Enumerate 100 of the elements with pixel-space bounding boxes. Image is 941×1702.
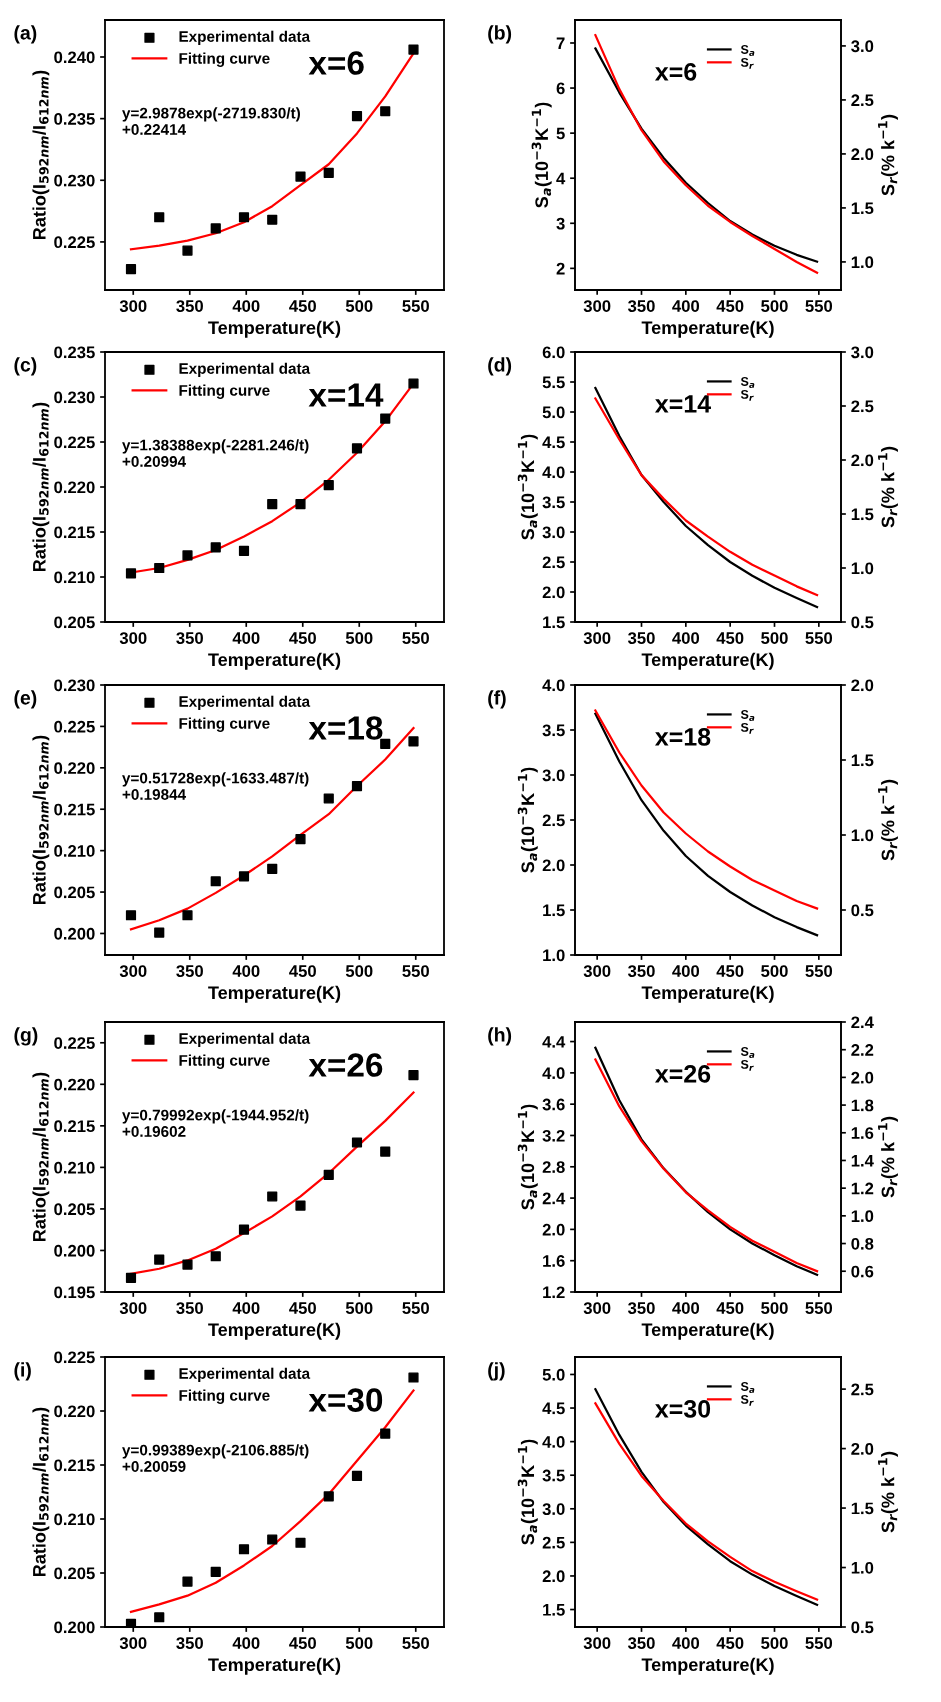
annotation: x=26: [654, 1065, 711, 1083]
x-tick-label: 500: [761, 632, 788, 644]
y-tick-label: 2.0: [542, 1223, 565, 1236]
chart-title: (h): [488, 1027, 512, 1046]
y2-tick-label: 2.5: [851, 400, 874, 413]
y-tick-label: 2.5: [542, 814, 565, 827]
y-tick-label: 0.220: [54, 481, 95, 494]
y-tick-label: 2.5: [542, 1536, 565, 1549]
y-tick-label: 0.230: [54, 391, 95, 404]
y-tick-label: 3.6: [542, 1098, 565, 1111]
y-tick-label: 3: [556, 217, 565, 230]
x-tick-label: 400: [672, 300, 700, 312]
legend-label: Experimental data: [179, 1032, 311, 1047]
y2-axis-title: S$_{r}$(% k$^{−1}$): [878, 1451, 898, 1533]
y-tick-label: 4.0: [542, 679, 565, 692]
x-tick-label: 400: [232, 1302, 260, 1314]
chart-title: (j): [488, 1362, 505, 1381]
y-axis-title: S$_{a}$(10$^{−3}$K$^{−1}$): [517, 434, 538, 540]
point: [351, 780, 363, 792]
x-axis-title: Temperature(K): [641, 320, 774, 338]
x-tick-label: 450: [716, 300, 744, 312]
legend-label: Fitting curve: [179, 1389, 270, 1404]
y2-tick-label: 1.0: [851, 562, 874, 575]
x-tick-label: 350: [176, 632, 203, 644]
legend-label: S$_{r}$: [740, 1059, 754, 1071]
chart-title: (a): [14, 25, 37, 44]
point: [210, 223, 221, 234]
y2-tick-label: 3.0: [851, 346, 874, 359]
y-tick-label: 3.0: [542, 769, 565, 782]
point: [125, 1618, 137, 1627]
point: [267, 499, 278, 510]
point: [351, 443, 363, 454]
point: [295, 499, 306, 510]
y2-tick-label: 2.5: [851, 1383, 874, 1396]
legend-label: S$_{a}$: [740, 1382, 755, 1393]
y2-tick-label: 2.2: [851, 1044, 874, 1056]
y2-tick-label: 1.5: [851, 754, 874, 767]
x-tick-label: 550: [402, 1302, 429, 1314]
x-tick-label: 550: [805, 300, 833, 312]
y-tick-label: 1.5: [543, 1604, 565, 1616]
y2-tick-label: 1.0: [851, 256, 874, 269]
legend-label: S$_{a}$: [740, 377, 755, 388]
x-tick-label: 400: [232, 1637, 260, 1649]
x-tick-label: 300: [583, 1637, 611, 1649]
point: [323, 793, 334, 804]
legend-label: Experimental data: [179, 362, 311, 377]
x-tick-label: 350: [176, 300, 203, 312]
y-tick-label: 0.225: [54, 236, 95, 249]
x-tick-label: 400: [672, 965, 700, 977]
y2-tick-label: 2.0: [851, 454, 874, 467]
y-tick-label: 0.210: [54, 571, 95, 584]
point: [408, 1372, 419, 1383]
point: [351, 1137, 363, 1148]
y-tick-label: 0.205: [54, 1203, 95, 1216]
chart-title: (b): [488, 25, 512, 44]
legend-label: S$_{r}$: [740, 722, 754, 734]
x-tick-label: 550: [805, 632, 833, 644]
x-tick-label: 550: [402, 1637, 429, 1649]
x-tick-label: 450: [289, 632, 316, 644]
y-tick-label: 0.220: [54, 1078, 95, 1091]
point: [210, 1566, 221, 1578]
x-tick-label: 450: [289, 965, 316, 977]
chart-title: (d): [488, 357, 512, 376]
x-tick-label: 300: [583, 300, 611, 312]
y2-tick-label: 1.5: [851, 1502, 874, 1515]
y2-tick-label: 3.0: [851, 40, 874, 53]
point: [154, 1254, 165, 1265]
annotation: y=1.38388exp(-2281.246/t) +0.20994: [122, 439, 309, 467]
y-tick-label: 3.0: [542, 1503, 565, 1516]
y-tick-label: 1.2: [543, 1286, 565, 1299]
y-tick-label: 1.0: [543, 949, 565, 962]
point: [182, 1259, 193, 1270]
x-tick-label: 500: [345, 1302, 373, 1314]
point: [154, 212, 165, 223]
point: [295, 1537, 306, 1548]
point: [323, 1491, 334, 1502]
legend-label: S$_{a}$: [740, 45, 755, 56]
y2-tick-label: 2.0: [851, 1442, 874, 1455]
x-axis-title: Temperature(K): [641, 1322, 774, 1340]
point: [295, 171, 306, 182]
x-tick-label: 350: [627, 1302, 655, 1314]
y-tick-label: 1.5: [543, 904, 565, 917]
y-tick-label: 0.200: [54, 1244, 95, 1257]
y-tick-label: 4: [556, 172, 566, 185]
y2-tick-label: 1.0: [851, 1210, 874, 1223]
x-tick-label: 350: [176, 1302, 203, 1314]
legend-label: S$_{a}$: [740, 1047, 755, 1058]
y-tick-label: 2.8: [542, 1161, 565, 1173]
y2-tick-label: 1.0: [851, 829, 874, 842]
annotation: x=18: [308, 716, 383, 740]
y-tick-label: 0.205: [54, 1567, 95, 1580]
y2-tick-label: 1.2: [851, 1182, 874, 1195]
y2-tick-label: 0.5: [851, 616, 874, 629]
y-tick-label: 0.210: [54, 1161, 95, 1174]
x-tick-label: 300: [583, 965, 611, 977]
point: [210, 1251, 221, 1262]
point: [267, 214, 278, 225]
y-tick-label: 6: [556, 82, 565, 95]
legend-label: S$_{r}$: [740, 389, 754, 401]
point: [267, 1534, 278, 1545]
